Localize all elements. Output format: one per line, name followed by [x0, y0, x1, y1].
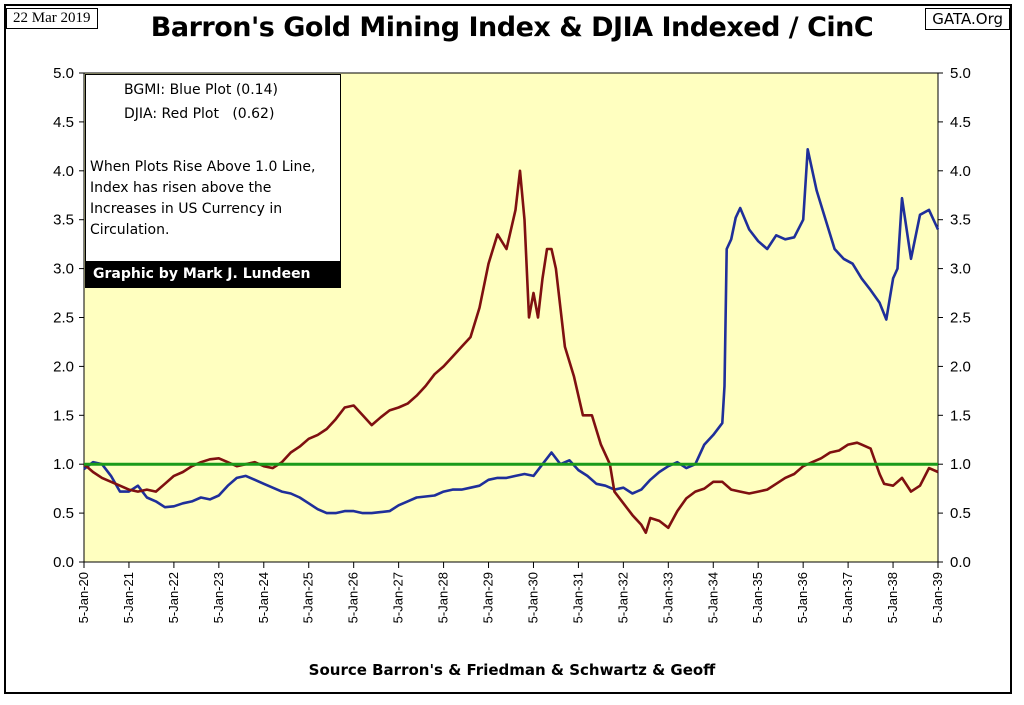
y-tick-label-left: 1.5 [53, 407, 74, 424]
y-tick-label-left: 4.5 [53, 114, 74, 131]
y-axis-right: 0.0 0.5 1.0 1.5 2.0 2.5 3.0 3.5 4.0 4.5 5.0 [938, 65, 971, 571]
x-tick-label: 5-Jan-22 [166, 572, 181, 623]
chart-title: Barron's Gold Mining Index & DJIA Indexe… [150, 12, 874, 43]
y-tick-label-right: 0.0 [950, 554, 971, 571]
y-tick-label-right: 1.0 [950, 456, 971, 473]
y-tick-label-right: 1.5 [950, 407, 971, 424]
x-tick-label: 5-Jan-38 [885, 572, 900, 623]
y-tick-label-left: 5.0 [53, 65, 74, 82]
x-tick-label: 5-Jan-31 [570, 572, 585, 623]
y-tick-label-right: 0.5 [950, 505, 971, 522]
x-tick-label: 5-Jan-39 [930, 572, 945, 623]
x-tick-label: 5-Jan-24 [256, 572, 271, 623]
x-axis: 5-Jan-20 5-Jan-21 5-Jan-22 5-Jan-23 5-Jan-24… [76, 562, 945, 623]
y-tick-label-right: 5.0 [950, 65, 971, 82]
x-tick-label: 5-Jan-32 [615, 572, 630, 623]
x-tick-label: 5-Jan-28 [436, 572, 451, 623]
y-tick-label-left: 4.0 [53, 163, 74, 180]
legend-bgmi: BGMI: Blue Plot (0.14) [124, 82, 278, 98]
x-tick-label: 5-Jan-37 [840, 572, 855, 623]
site-label: GATA.Org [925, 8, 1010, 30]
series-line-djia [83, 169, 939, 534]
legend-note: When Plots Rise Above 1.0 Line, Index ha… [90, 159, 316, 238]
y-tick-label-left: 0.0 [53, 554, 74, 571]
x-tick-label: 5-Jan-26 [346, 572, 361, 623]
source-label: Source Barron's & Friedman & Schwartz & … [308, 661, 716, 679]
date-label: 22 Mar 2019 [6, 8, 98, 29]
series-layer [83, 148, 940, 534]
x-tick-label: 5-Jan-36 [795, 572, 810, 623]
y-tick-label-right: 2.0 [950, 358, 971, 375]
y-tick-label-right: 3.0 [950, 261, 971, 278]
x-tick-label: 5-Jan-20 [76, 572, 91, 623]
y-tick-label-right: 4.5 [950, 114, 971, 131]
x-tick-label: 5-Jan-33 [660, 572, 675, 623]
legend-djia: DJIA: Red Plot (0.62) [124, 106, 275, 122]
x-tick-label: 5-Jan-29 [481, 572, 496, 623]
legend-box: BGMI: Blue Plot (0.14) DJIA: Red Plot (0… [85, 74, 341, 288]
x-tick-label: 5-Jan-25 [301, 572, 316, 623]
y-tick-label-left: 2.5 [53, 310, 74, 327]
y-tick-label-left: 3.0 [53, 261, 74, 278]
y-tick-label-left: 2.0 [53, 358, 74, 375]
series-line-bgmi [83, 148, 940, 515]
y-tick-label-right: 3.5 [950, 212, 971, 229]
x-tick-label: 5-Jan-21 [121, 572, 136, 623]
x-tick-label: 5-Jan-35 [750, 572, 765, 623]
x-tick-label: 5-Jan-23 [211, 572, 226, 623]
y-tick-label-left: 3.5 [53, 212, 74, 229]
y-tick-label-left: 0.5 [53, 505, 74, 522]
y-tick-label-left: 1.0 [53, 456, 74, 473]
x-tick-label: 5-Jan-30 [525, 572, 540, 623]
y-tick-label-right: 2.5 [950, 310, 971, 327]
y-axis-left: 0.0 0.5 1.0 1.5 2.0 2.5 3.0 3.5 4.0 4.5 5.0 [53, 65, 84, 571]
x-tick-label: 5-Jan-27 [391, 572, 406, 623]
x-tick-label: 5-Jan-34 [705, 572, 720, 623]
credit-label: Graphic by Mark J. Lundeen [85, 261, 341, 288]
y-tick-label-right: 4.0 [950, 163, 971, 180]
